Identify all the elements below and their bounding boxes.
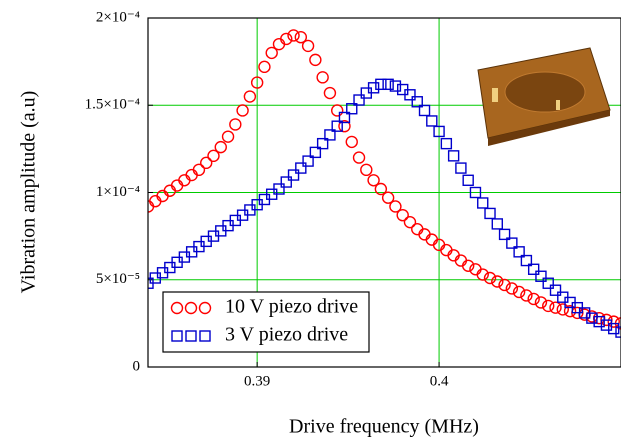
data-point [426,234,437,245]
data-point [455,255,466,266]
data-point [594,313,605,324]
data-point [172,180,183,191]
data-point [456,163,466,173]
data-point [492,219,502,229]
data-point [289,170,299,180]
y-tick-label: 1×10⁻⁴ [96,184,140,200]
data-point [324,88,335,99]
data-point [412,224,423,235]
data-point [273,39,284,50]
data-point [608,316,619,327]
y-tick-label: 0 [133,358,141,374]
data-point [550,302,561,313]
y-tick-label: 1.5×10⁻⁴ [85,97,140,113]
legend-label: 10 V piezo drive [225,296,358,318]
data-point [449,151,459,161]
data-point [230,119,241,130]
data-point [164,185,175,196]
data-point [441,139,451,149]
data-point [397,210,408,221]
data-point [193,164,204,175]
data-point [179,175,190,186]
data-point [186,170,197,181]
data-point [448,250,459,261]
data-point [557,304,568,315]
data-point [485,208,495,218]
legend-label: 3 V piezo drive [225,324,348,346]
data-point [346,136,357,147]
data-point [404,217,415,228]
data-point [281,177,291,187]
data-point [150,196,161,207]
data-point [223,131,234,142]
data-point [215,142,226,153]
data-point [237,105,248,116]
y-axis-label: Vibration amplitude (a.u) [18,91,40,294]
data-point [296,163,306,173]
legend: 10 V piezo drive 3 V piezo drive [163,292,369,352]
data-point [244,91,255,102]
data-point [201,157,212,168]
data-point [441,245,452,256]
data-point [361,164,372,175]
data-point [376,79,386,89]
chart: Vibration amplitude (a.u) Drive frequenc… [0,0,621,443]
data-point [317,72,328,83]
data-point [463,175,473,185]
data-point [303,40,314,51]
y-tick-label: 5×10⁻⁵ [96,271,140,287]
data-point [332,105,343,116]
data-point [551,285,561,295]
data-point [259,61,270,72]
inset-image [478,48,610,146]
page: Vibration amplitude (a.u) Drive frequenc… [0,0,621,443]
data-point [310,54,321,65]
data-point [478,198,488,208]
x-axis-label: Drive frequency (MHz) [289,416,479,438]
data-point [419,229,430,240]
y-tick-label: 2×10⁻⁴ [96,9,140,25]
data-point [427,116,437,126]
x-tick-label: 0.39 [244,373,270,389]
data-point [354,152,365,163]
x-tick-label: 0.4 [430,373,449,389]
